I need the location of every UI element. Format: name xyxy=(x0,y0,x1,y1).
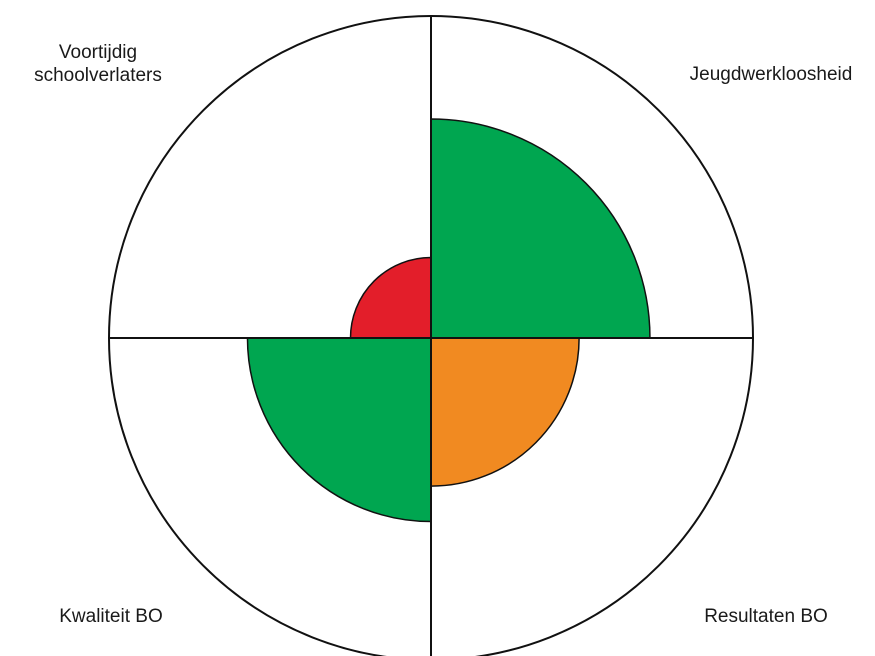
label-voortijdig-schoolverlaters: Voortijdig schoolverlaters xyxy=(34,42,162,86)
label-resultaten-bo: Resultaten BO xyxy=(704,606,828,627)
label-line: Voortijdig xyxy=(59,42,137,63)
label-jeugdwerkloosheid: Jeugdwerkloosheid xyxy=(690,64,853,85)
slice-resultaten-bo xyxy=(430,337,580,487)
slice-kwaliteit-bo xyxy=(246,337,432,523)
slice-voortijdig-schoolverlaters xyxy=(349,256,432,339)
label-kwaliteit-bo: Kwaliteit BO xyxy=(59,606,162,627)
label-line: Resultaten BO xyxy=(704,606,828,627)
label-line: Jeugdwerkloosheid xyxy=(690,64,853,85)
slice-jeugdwerkloosheid xyxy=(430,118,651,339)
label-line: schoolverlaters xyxy=(34,65,162,86)
category-labels: Voortijdig schoolverlaters Jeugdwerklooshe… xyxy=(34,42,852,627)
label-line: Kwaliteit BO xyxy=(59,606,162,627)
chart-slices xyxy=(246,118,651,523)
